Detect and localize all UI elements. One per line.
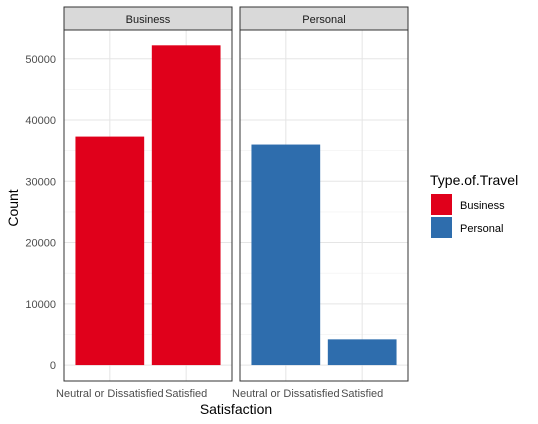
bar-business-neutral-or-dissatisfied (75, 136, 145, 366)
bar-business-satisfied (151, 45, 221, 366)
bar-personal-satisfied (327, 339, 397, 366)
legend-label-personal: Personal (460, 223, 503, 235)
legend-items: Business Personal (431, 194, 505, 238)
x-tick-label: Neutral or Dissatisfied (56, 388, 164, 400)
legend-title: Type.of.Travel (430, 172, 518, 188)
x-tick-label: Satisfied (165, 388, 207, 400)
y-axis-title: Count (5, 189, 21, 226)
facet-strip-label: Business (126, 14, 171, 26)
facet-panel-personal: Personal Neutral or Dissatisfied Satisfied (232, 6, 409, 400)
facet-strip-label: Personal (302, 14, 345, 26)
legend: Type.of.Travel Business Personal (430, 172, 518, 238)
x-axis-title: Satisfaction (200, 401, 272, 417)
x-tick-label: Neutral or Dissatisfied (232, 388, 340, 400)
y-tick-label: 40000 (25, 115, 56, 127)
legend-key-personal (431, 217, 452, 238)
y-tick-label: 50000 (25, 54, 56, 66)
facet-panel-business: Business Neutral or Dissatisfied Satisfied (56, 6, 233, 400)
y-tick-label: 30000 (25, 176, 56, 188)
y-tick-label: 20000 (25, 238, 56, 250)
panel-border (63, 29, 233, 382)
y-tick-labels: 0 10000 20000 30000 40000 50000 (25, 54, 56, 372)
legend-key-business (431, 194, 452, 215)
legend-label-business: Business (460, 200, 505, 212)
y-tick-label: 10000 (25, 299, 56, 311)
bar-personal-neutral-or-dissatisfied (251, 144, 321, 366)
x-tick-label: Satisfied (341, 388, 383, 400)
y-tick-label: 0 (50, 360, 56, 372)
panel-border (239, 29, 409, 382)
